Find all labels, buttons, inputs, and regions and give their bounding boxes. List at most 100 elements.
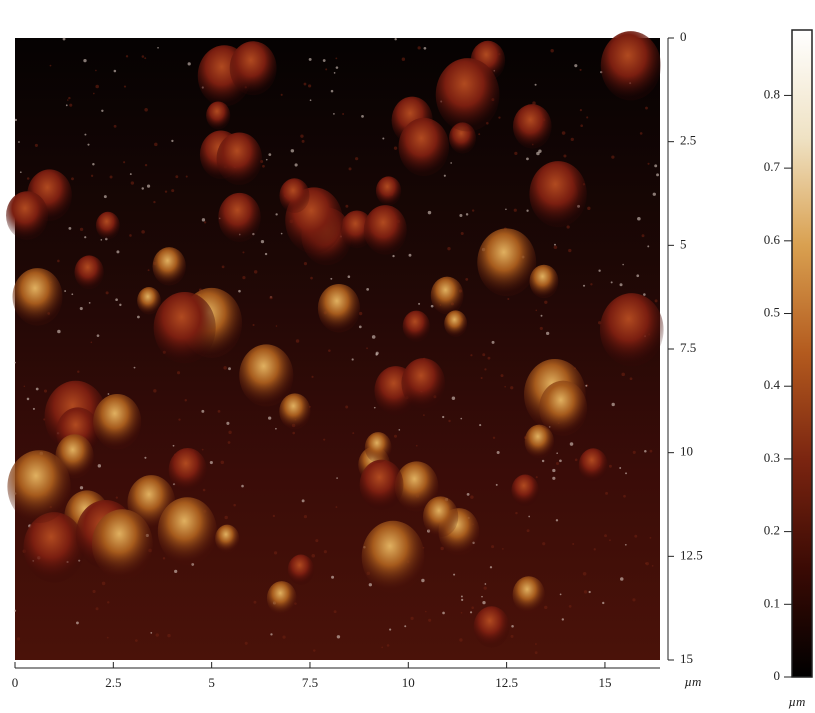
speckle: [471, 606, 474, 610]
speckle: [542, 542, 546, 546]
speckle: [303, 515, 308, 519]
speckle: [501, 547, 504, 550]
grain: [239, 344, 294, 407]
speckle: [294, 163, 298, 167]
speckle: [129, 234, 132, 237]
speckle: [83, 59, 87, 63]
speckle: [375, 351, 379, 355]
speckle: [184, 399, 187, 402]
speckle: [280, 93, 283, 96]
speckle: [280, 232, 283, 235]
speckle: [459, 638, 463, 642]
speckle: [625, 472, 628, 475]
speckle: [408, 253, 412, 257]
speckle: [624, 543, 627, 546]
speckle: [269, 296, 273, 300]
speckle: [535, 309, 538, 312]
speckle: [425, 610, 427, 613]
x-tick-label: 2.5: [105, 675, 121, 690]
speckle: [382, 137, 385, 140]
speckle: [157, 46, 159, 49]
speckle: [154, 142, 158, 147]
grain: [539, 380, 588, 436]
speckle: [221, 265, 225, 269]
speckle: [65, 104, 68, 107]
speckle: [113, 124, 117, 128]
grain: [600, 31, 662, 101]
speckle: [345, 405, 349, 409]
grain: [218, 192, 261, 242]
speckle: [333, 610, 337, 614]
grain: [157, 497, 217, 566]
speckle: [632, 598, 636, 602]
speckle: [366, 347, 368, 350]
speckle: [242, 251, 245, 254]
speckle: [268, 153, 272, 157]
speckle: [43, 389, 48, 393]
speckle: [514, 151, 518, 155]
speckle: [634, 534, 638, 538]
speckle: [637, 216, 641, 221]
speckle: [268, 416, 272, 420]
speckle: [609, 539, 611, 542]
speckle: [90, 341, 93, 344]
grain: [435, 58, 500, 132]
speckle: [460, 417, 463, 420]
speckle: [201, 218, 206, 222]
speckle: [647, 245, 650, 248]
speckle: [244, 641, 248, 645]
speckle: [579, 108, 583, 112]
speckle: [484, 368, 487, 371]
speckle: [134, 639, 138, 642]
speckle: [95, 84, 99, 89]
speckle: [394, 38, 397, 41]
speckle: [579, 68, 582, 71]
speckle: [483, 586, 487, 590]
speckle: [228, 430, 232, 434]
speckle: [448, 419, 451, 423]
colorbar-tick-label: 0.4: [764, 377, 781, 392]
speckle: [275, 213, 278, 216]
speckle: [526, 209, 529, 212]
grain: [524, 424, 554, 459]
speckle: [308, 84, 312, 88]
speckle: [442, 415, 445, 419]
speckle: [303, 262, 308, 266]
speckle: [292, 431, 296, 435]
speckle: [574, 64, 578, 68]
speckle: [498, 116, 501, 119]
speckle: [123, 85, 127, 88]
speckle: [460, 595, 463, 598]
speckle: [144, 108, 148, 112]
speckle: [404, 625, 407, 628]
speckle: [26, 397, 30, 401]
grain: [12, 268, 63, 326]
speckle: [401, 57, 406, 61]
speckle: [587, 206, 591, 211]
grain: [266, 581, 297, 616]
speckle: [410, 616, 414, 620]
speckle: [109, 175, 113, 179]
speckle: [585, 384, 588, 387]
speckle: [141, 187, 145, 190]
speckle: [84, 236, 87, 239]
speckle: [423, 46, 427, 50]
speckle: [92, 92, 95, 95]
y-tick-label: 7.5: [680, 340, 696, 355]
grain: [398, 117, 450, 176]
speckle: [443, 174, 446, 177]
speckle: [347, 275, 351, 279]
speckle: [481, 595, 483, 598]
speckle: [515, 511, 518, 515]
grain: [430, 276, 464, 315]
speckle: [534, 643, 537, 646]
speckle: [654, 164, 658, 168]
speckle: [260, 239, 265, 244]
speckle: [49, 64, 52, 67]
grain: [206, 101, 231, 130]
speckle: [226, 421, 230, 425]
grain: [279, 393, 311, 430]
grain: [340, 210, 374, 249]
speckle: [500, 374, 504, 378]
